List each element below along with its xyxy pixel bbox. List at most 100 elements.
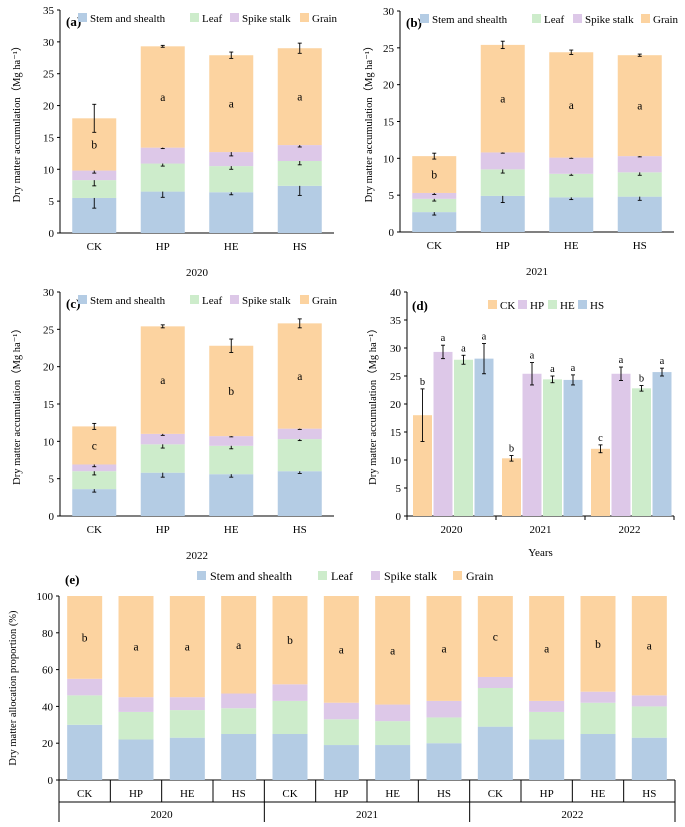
significance-letter: a <box>619 355 624 366</box>
significance-letter: a <box>660 356 665 367</box>
bar-spike <box>549 157 594 174</box>
bar-leaf <box>140 444 185 473</box>
bar-spike <box>209 436 254 446</box>
bar-stem <box>631 737 667 780</box>
legend-swatch-grain <box>300 13 309 22</box>
y-tick-label: 60 <box>42 665 54 677</box>
legend: Stem and shealth Leaf Spike stalk Grain <box>420 14 679 26</box>
x-tick-label: HS <box>633 240 647 252</box>
bar-grain <box>375 596 411 705</box>
error-bar-hp <box>530 362 534 386</box>
bar-grain <box>72 426 117 465</box>
bar-stem <box>118 739 154 780</box>
significance-letter: a <box>647 641 652 653</box>
bar-spike <box>209 152 254 167</box>
legend-swatch-hp <box>518 300 527 309</box>
bar-leaf <box>221 708 257 734</box>
significance-letter: a <box>339 644 344 656</box>
bar-stem <box>72 489 117 516</box>
y-tick-label: 30 <box>43 287 55 299</box>
bar-stack-HE: a <box>209 51 254 233</box>
y-tick-label: 30 <box>383 6 395 18</box>
significance-letter: a <box>550 364 555 375</box>
error-bar-grain <box>229 51 234 59</box>
legend: Stem and shealth Leaf Spike stalk Grain <box>78 13 338 25</box>
bar-hp <box>522 373 542 516</box>
significance-letter: a <box>482 332 487 343</box>
x-tick-label: CK <box>87 241 102 253</box>
bar-stem <box>412 212 457 232</box>
bar-stack-CK: c <box>477 596 513 780</box>
bar-spike <box>426 700 462 718</box>
legend-label-grain: Grain <box>466 569 493 583</box>
significance-letter: b <box>91 139 97 151</box>
y-tick-label: 25 <box>390 371 402 383</box>
bar-group-2022: c a b a <box>591 355 672 516</box>
bar-leaf <box>67 695 103 725</box>
bar-spike <box>480 152 525 170</box>
bar-grain <box>140 326 185 434</box>
x-tick-label: CK <box>77 788 92 800</box>
bar-grain <box>477 596 513 677</box>
significance-letter: a <box>390 645 395 657</box>
error-bar-grain <box>569 49 574 55</box>
panel-c: 0 5 10 15 20 25 30 c CK a HP b HE a HS 2022 Dry matter a… <box>11 287 338 562</box>
bar-spike <box>272 684 308 701</box>
significance-letter: a <box>569 100 574 112</box>
y-tick-label: 15 <box>43 132 55 144</box>
bar-grain <box>529 596 565 701</box>
legend-swatch-leaf <box>190 13 199 22</box>
bar-grain <box>277 323 322 429</box>
error-bar-grain <box>92 422 97 430</box>
x-axis-title: 2022 <box>186 550 208 562</box>
y-tick-label: 80 <box>42 628 54 640</box>
y-tick-label: 10 <box>390 455 402 467</box>
legend-swatch-stem <box>78 295 87 304</box>
significance-letter: a <box>236 640 241 652</box>
bar-leaf <box>323 719 359 746</box>
bar-spike <box>72 464 117 472</box>
x-tick-label: HP <box>496 240 510 252</box>
bar-grain <box>209 55 254 153</box>
error-bar-hp <box>441 344 445 360</box>
bar-ck <box>502 458 521 516</box>
bar-grain <box>631 596 667 696</box>
error-bar-grain <box>637 53 642 57</box>
y-tick-label: 5 <box>49 474 55 486</box>
legend-label-spike: Spike stalk <box>242 13 291 25</box>
significance-letter: a <box>530 351 535 362</box>
bar-group-2020: b a a a <box>413 332 494 516</box>
bar-stem <box>67 724 103 780</box>
legend-label-hp: HP <box>530 300 544 312</box>
y-tick-label: 35 <box>43 5 55 17</box>
legend-label-grain: Grain <box>653 14 679 26</box>
bar-leaf <box>549 173 594 198</box>
y-tick-label: 15 <box>390 427 402 439</box>
group-label: 2020 <box>151 809 174 821</box>
significance-letter: c <box>493 631 498 643</box>
bar-stack-HP: a <box>140 324 185 516</box>
bar-leaf <box>580 702 616 734</box>
legend-swatch-grain <box>641 14 650 23</box>
significance-letter: b <box>595 639 601 651</box>
significance-letter: b <box>228 386 234 398</box>
y-tick-label: 0 <box>49 228 55 240</box>
legend-swatch-ck <box>488 300 497 309</box>
bar-grain <box>221 596 257 694</box>
legend-label-stem: Stem and shealth <box>90 295 166 307</box>
legend-swatch-grain <box>453 571 462 580</box>
error-bar-grain <box>92 103 97 133</box>
bar-grain <box>480 44 525 153</box>
legend: Stem and shealth Leaf Spike stalk Grain <box>78 295 338 307</box>
bar-stem <box>169 737 205 780</box>
error-bar-ck <box>509 455 514 462</box>
legend-label-he: HE <box>560 300 575 312</box>
y-tick-label: 10 <box>383 153 395 165</box>
x-tick-label: CK <box>87 524 102 536</box>
bar-leaf <box>617 172 662 197</box>
bar-stem <box>140 191 185 233</box>
significance-letter: a <box>571 363 576 374</box>
legend-swatch-spike <box>230 13 239 22</box>
bar-stem <box>529 739 565 780</box>
